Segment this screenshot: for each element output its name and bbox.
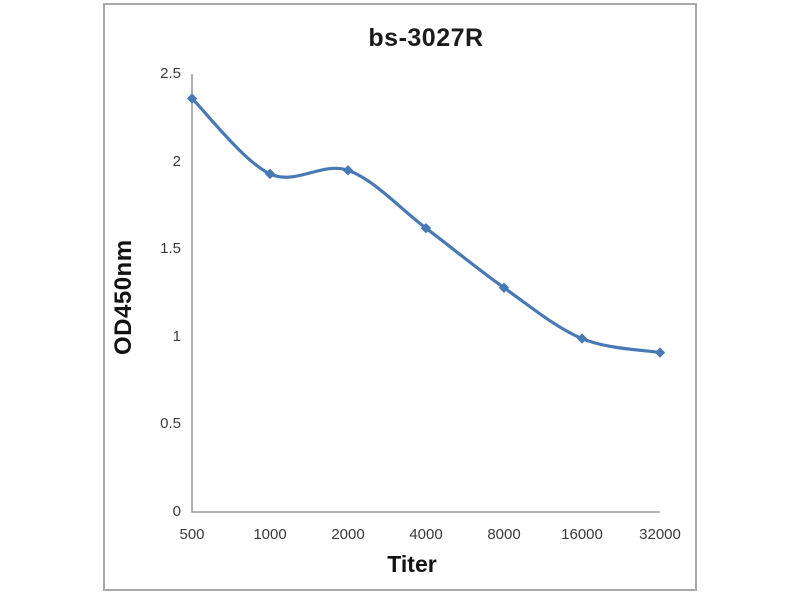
x-tick-label: 16000: [561, 526, 603, 543]
plot-area: [186, 74, 666, 513]
data-point-marker: [654, 347, 666, 358]
chart-panel: bs-3027R OD450nm 2.5 2 1.5 1 0.5 0 500 1000 200…: [103, 3, 697, 591]
data-point-marker: [342, 165, 354, 176]
x-tick-label: 8000: [487, 526, 521, 543]
x-tick-label: 32000: [639, 526, 681, 543]
y-tick-label: 1: [172, 327, 181, 345]
y-tick-label: 2: [172, 152, 181, 170]
y-tick-label: 0: [172, 503, 181, 520]
x-tick-label: 4000: [409, 526, 443, 543]
axis-lines: [191, 74, 660, 513]
x-tick-label: 500: [179, 526, 205, 543]
y-tick-label: 2.5: [160, 65, 181, 82]
data-point-marker: [498, 282, 510, 293]
x-axis-title: Titer: [387, 551, 437, 577]
y-tick-label: 1.5: [160, 240, 181, 258]
chart-title: bs-3027R: [368, 24, 484, 52]
data-point-marker: [420, 222, 432, 234]
x-tick-label: 1000: [253, 526, 287, 543]
data-point-marker: [576, 333, 588, 344]
data-point-marker: [264, 168, 276, 180]
y-tick-label: 0.5: [160, 415, 181, 433]
x-tick-label: 2000: [331, 526, 365, 543]
